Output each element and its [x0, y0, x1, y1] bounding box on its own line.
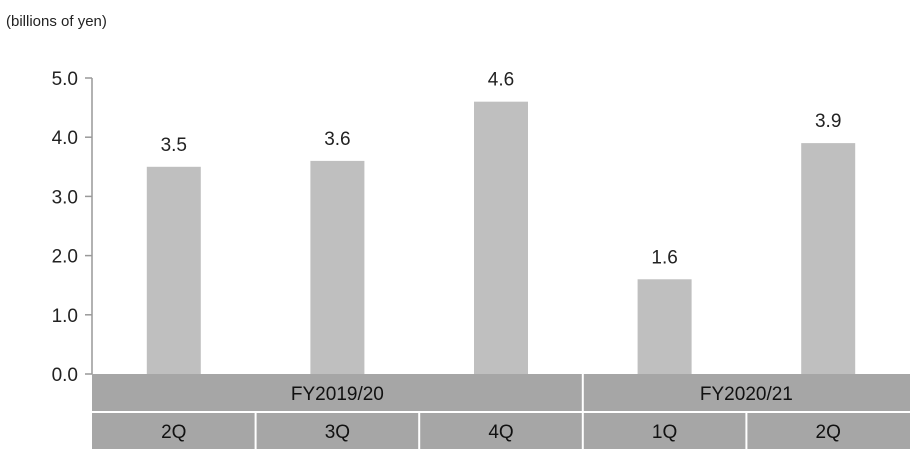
- category-label: 2Q: [161, 422, 186, 443]
- bar: [637, 279, 692, 374]
- category-cell: [419, 412, 583, 449]
- bar-data-label: 3.6: [324, 129, 350, 150]
- bar: [474, 101, 528, 375]
- bar: [146, 166, 201, 374]
- category-cell: [92, 412, 256, 449]
- category-label: 4Q: [488, 422, 513, 443]
- category-label: 3Q: [325, 422, 350, 443]
- y-axis: 0.0 1.0 2.0 3.0 4.0 5.0: [52, 69, 93, 386]
- bar-data-label: 3.5: [161, 135, 187, 156]
- y-tick-label: 1.0: [52, 306, 78, 327]
- y-tick-label: 3.0: [52, 187, 78, 208]
- y-tick-label: 4.0: [52, 128, 78, 149]
- bar-data-label: 4.6: [488, 70, 514, 91]
- bars: [146, 101, 856, 375]
- data-labels: 3.5 3.6 4.6 1.6 3.9: [161, 70, 842, 269]
- bar: [310, 160, 365, 374]
- y-tick-label: 0.0: [52, 365, 78, 386]
- category-cell: [746, 412, 910, 449]
- group-label: FY2020/21: [700, 384, 793, 405]
- bar: [801, 143, 856, 374]
- category-cell: [255, 412, 420, 449]
- y-tick-label: 2.0: [52, 247, 78, 268]
- category-cell: [582, 412, 747, 449]
- bar-data-label: 3.9: [815, 111, 841, 132]
- unit-label: (billions of yen): [6, 13, 107, 30]
- group-cell: [582, 374, 910, 412]
- group-cell: [92, 374, 583, 412]
- bar-data-label: 1.6: [651, 247, 677, 268]
- y-tick-label: 5.0: [52, 69, 78, 90]
- category-table: FY2019/20 FY2020/21 2Q 3Q 4Q 1Q 2Q: [92, 374, 910, 449]
- category-label: 2Q: [816, 422, 841, 443]
- group-label: FY2019/20: [291, 384, 384, 405]
- category-label: 1Q: [652, 422, 677, 443]
